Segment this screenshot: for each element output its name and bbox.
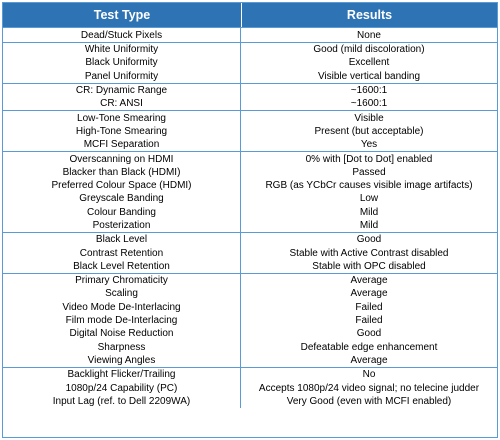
row-group: Primary Chromaticity Average Scaling Averag…	[3, 274, 497, 369]
result-cell: Mild	[359, 220, 379, 231]
test-type-cell: CR: ANSI	[3, 97, 241, 111]
test-type-cell: White Uniformity	[3, 43, 241, 57]
result-cell: Visible	[354, 112, 384, 124]
row-group: White Uniformity Good (mild discoloration…	[3, 43, 497, 84]
table-row: Panel Uniformity Visible vertical banding	[3, 69, 497, 83]
test-type-cell: Posterization	[3, 218, 241, 233]
row-group: CR: Dynamic Range ~1600:1 CR: ANSI ~1600:1	[3, 83, 497, 112]
test-type-cell: Digital Noise Reduction	[3, 327, 241, 341]
test-type-cell: CR: Dynamic Range	[3, 83, 241, 98]
test-type-cell: Scaling	[3, 287, 241, 301]
table-row: CR: Dynamic Range ~1600:1	[3, 83, 497, 98]
result-cell: Defeatable edge enhancement	[300, 341, 438, 353]
test-type-cell: Backlight Flicker/Trailing	[3, 368, 241, 382]
table-row: CR: ANSI ~1600:1	[3, 97, 497, 111]
result-cell: Good (mild discoloration)	[313, 44, 425, 56]
result-cell: Failed	[355, 301, 383, 313]
result-cell: Yes	[360, 139, 378, 151]
test-type-cell: Greyscale Banding	[3, 192, 241, 206]
table-row: Preferred Colour Space (HDMI) RGB (as YCb…	[3, 178, 497, 193]
row-group: Overscanning on HDMI 0% with [Dot to Dot]…	[3, 152, 497, 234]
result-cell: Passed	[352, 166, 386, 178]
table-row: Digital Noise Reduction Good	[3, 327, 497, 341]
result-cell: RGB (as YCbCr causes visible image artif…	[265, 180, 473, 192]
result-cell: Stable with Active Contrast disabled	[289, 247, 449, 259]
table-row: High-Tone Smearing Present (but acceptabl…	[3, 124, 497, 139]
test-type-cell: Viewing Angles	[3, 353, 241, 368]
table-row: Greyscale Banding Low	[3, 192, 497, 206]
table-row: Black Level Good	[3, 233, 497, 247]
result-cell: Average	[350, 288, 388, 300]
table-row: Viewing Angles Average	[3, 353, 497, 368]
table-row: Blacker than Black (HDMI) Passed	[3, 165, 497, 179]
table-row: Contrast Retention Stable with Active Con…	[3, 246, 497, 260]
table-row: Colour Banding Mild	[3, 205, 497, 219]
test-type-cell: MCFI Separation	[3, 138, 241, 152]
table-row: Primary Chromaticity Average	[3, 274, 497, 288]
test-type-cell: Sharpness	[3, 340, 241, 354]
test-type-cell: Low-Tone Smearing	[3, 111, 241, 125]
test-type-cell: Contrast Retention	[3, 246, 241, 260]
test-type-cell: Blacker than Black (HDMI)	[3, 165, 241, 179]
row-group: Low-Tone Smearing Visible High-Tone Smeari…	[3, 111, 497, 153]
result-cell: None	[357, 29, 381, 41]
test-type-cell: Primary Chromaticity	[3, 274, 241, 288]
result-cell: Present (but acceptable)	[314, 125, 424, 137]
result-cell: Failed	[355, 315, 383, 327]
result-cell: Good	[356, 234, 382, 246]
test-type-cell: Input Lag (ref. to Dell 2209WA)	[3, 394, 241, 409]
result-cell: Stable with OPC disabled	[312, 260, 426, 272]
result-cell: Visible vertical banding	[317, 70, 421, 82]
result-cell: Average	[350, 275, 388, 287]
test-type-cell: Dead/Stuck Pixels	[3, 28, 241, 42]
test-type-cell: Panel Uniformity	[3, 69, 241, 83]
table-row: Overscanning on HDMI 0% with [Dot to Dot]…	[3, 152, 497, 166]
table-row: Scaling Average	[3, 287, 497, 301]
test-type-cell: Colour Banding	[3, 205, 241, 219]
table-row: Black Uniformity Excellent	[3, 56, 497, 70]
table-row: Posterization Mild	[3, 218, 497, 233]
table-row: Film mode De-Interlacing Failed	[3, 313, 497, 328]
table-row: Dead/Stuck Pixels None	[3, 28, 497, 42]
result-cell: Good	[356, 328, 382, 340]
row-group: Backlight Flicker/Trailing No 1080p/24 Cap…	[3, 368, 497, 409]
row-group: Black Level Good Contrast Retention Stable …	[3, 233, 497, 275]
test-type-cell: Black Level Retention	[3, 259, 241, 274]
test-type-cell: High-Tone Smearing	[3, 124, 241, 139]
table-row: Low-Tone Smearing Visible	[3, 111, 497, 125]
result-cell: 0% with [Dot to Dot] enabled	[305, 153, 433, 165]
table-header: Test Type Results	[3, 3, 497, 28]
table-row: Input Lag (ref. to Dell 2209WA) Very Good…	[3, 394, 497, 409]
test-type-cell: Black Uniformity	[3, 56, 241, 70]
test-type-cell: Overscanning on HDMI	[3, 152, 241, 166]
row-group: Dead/Stuck Pixels None	[3, 28, 497, 43]
result-cell: Excellent	[348, 57, 390, 69]
table-row: MCFI Separation Yes	[3, 138, 497, 152]
table-row: Backlight Flicker/Trailing No	[3, 368, 497, 382]
table-row: Black Level Retention Stable with OPC dis…	[3, 259, 497, 274]
table-body: Dead/Stuck Pixels None White Uniformity Goo…	[3, 28, 497, 409]
header-results: Results	[346, 8, 393, 22]
result-cell: Low	[359, 193, 379, 205]
test-type-cell: Black Level	[3, 233, 241, 247]
table-row: Sharpness Defeatable edge enhancement	[3, 340, 497, 354]
table-row: White Uniformity Good (mild discoloration…	[3, 43, 497, 57]
test-type-cell: Film mode De-Interlacing	[3, 313, 241, 328]
result-cell: Average	[350, 354, 388, 366]
table-row: Video Mode De-Interlacing Failed	[3, 300, 497, 314]
result-cell: ~1600:1	[350, 98, 388, 110]
table-row: 1080p/24 Capability (PC) Accepts 1080p/24…	[3, 381, 497, 395]
result-cell: Accepts 1080p/24 video signal; no teleci…	[258, 382, 480, 394]
result-cell: Very Good (even with MCFI enabled)	[286, 395, 452, 407]
test-type-cell: Video Mode De-Interlacing	[3, 300, 241, 314]
header-test-type: Test Type	[3, 3, 242, 27]
test-type-cell: 1080p/24 Capability (PC)	[3, 381, 241, 395]
result-cell: Mild	[359, 206, 379, 218]
result-cell: ~1600:1	[350, 85, 388, 97]
test-type-cell: Preferred Colour Space (HDMI)	[3, 178, 241, 193]
result-cell: No	[362, 369, 376, 381]
